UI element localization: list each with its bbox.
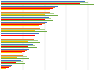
Bar [1, 40, 38, 41]
Bar [1, 30, 35, 31]
Bar [1, 49, 29, 50]
Bar [1, 1, 85, 2]
Bar [1, 47, 37, 48]
Bar [1, 24, 42, 25]
Bar [1, 18, 51, 19]
Bar [1, 66, 11, 67]
Bar [1, 7, 55, 8]
Bar [1, 33, 39, 34]
Bar [1, 8, 53, 9]
Bar [1, 22, 47, 23]
Bar [1, 39, 34, 40]
Bar [1, 67, 9, 68]
Bar [1, 45, 35, 46]
Bar [1, 61, 23, 62]
Bar [1, 51, 25, 52]
Bar [1, 55, 23, 56]
Bar [1, 23, 45, 24]
Bar [1, 29, 45, 30]
Bar [1, 36, 44, 37]
Bar [1, 50, 27, 51]
Bar [1, 35, 35, 36]
Bar [1, 57, 17, 58]
Bar [1, 14, 45, 15]
Bar [1, 12, 50, 13]
Bar [1, 44, 33, 45]
Bar [1, 20, 53, 21]
Bar [1, 42, 40, 43]
Bar [1, 9, 50, 10]
Bar [1, 63, 25, 64]
Bar [1, 65, 12, 66]
Bar [1, 28, 40, 29]
Bar [1, 6, 58, 7]
Bar [1, 2, 88, 3]
Bar [1, 62, 16, 63]
Bar [1, 17, 49, 18]
Bar [1, 68, 6, 69]
Bar [1, 19, 45, 20]
Bar [1, 34, 37, 35]
Bar [1, 56, 27, 57]
Bar [1, 25, 39, 26]
Bar [1, 4, 94, 5]
Bar [1, 58, 29, 59]
Bar [1, 3, 80, 4]
Bar [1, 52, 22, 53]
Bar [1, 13, 54, 14]
Bar [1, 60, 21, 61]
Bar [1, 15, 58, 16]
Bar [1, 46, 28, 47]
Bar [1, 41, 28, 42]
Bar [1, 31, 47, 32]
